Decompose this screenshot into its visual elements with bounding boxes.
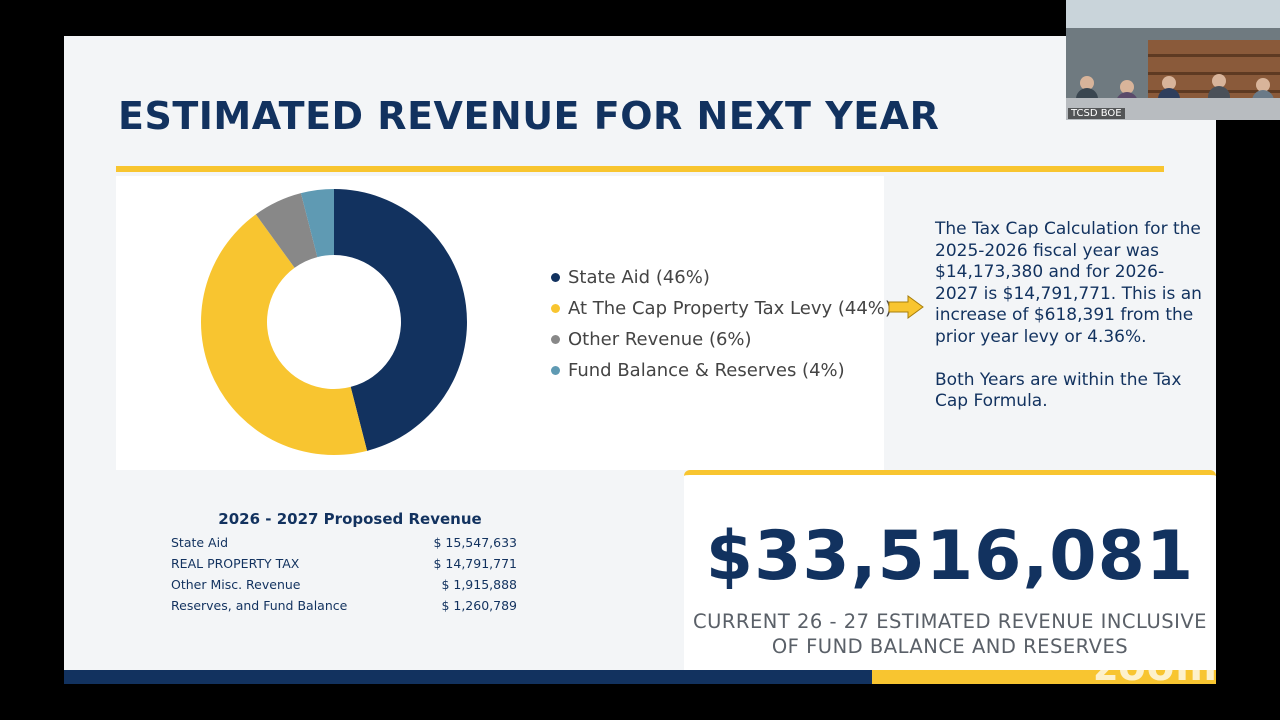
participant-head <box>1256 78 1270 92</box>
legend-item-3: Fund Balance & Reserves (4%) <box>551 355 892 386</box>
row-amount: $ 15,547,633 <box>433 535 518 550</box>
row-amount: $ 1,260,789 <box>441 598 517 613</box>
row-label: Other Misc. Revenue <box>171 577 301 592</box>
caption-line-1: CURRENT 26 - 27 ESTIMATED REVENUE INCLUS… <box>692 610 1208 633</box>
chart-legend: State Aid (46%) At The Cap Property Tax L… <box>551 262 892 386</box>
total-revenue-caption: CURRENT 26 - 27 ESTIMATED REVENUE INCLUS… <box>684 609 1216 659</box>
row-label: State Aid <box>171 535 229 550</box>
revenue-table-title: 2026 - 2027 Proposed Revenue <box>218 510 482 528</box>
tax-cap-paragraph: The Tax Cap Calculation for the 2025-202… <box>935 219 1202 347</box>
total-revenue-card: $33,516,081 CURRENT 26 - 27 ESTIMATED RE… <box>684 470 1216 671</box>
chart-panel: State Aid (46%) At The Cap Property Tax L… <box>116 176 892 470</box>
participant-name-label: TCSD BOE <box>1068 108 1125 119</box>
caption-line-2: OF FUND BALANCE AND RESERVES <box>771 635 1129 658</box>
right-arrow-icon <box>888 295 924 319</box>
title-divider <box>116 166 1164 172</box>
participant-head <box>1162 76 1176 90</box>
total-revenue-amount: $33,516,081 <box>705 517 1195 596</box>
row-amount: $ 14,791,771 <box>433 556 518 571</box>
legend-item-0: State Aid (46%) <box>551 262 892 293</box>
legend-dot-icon <box>551 273 560 282</box>
participant-head <box>1080 76 1094 90</box>
revenue-donut-chart <box>201 189 468 455</box>
legend-dot-icon <box>551 335 560 344</box>
table-row: Reserves, and Fund Balance $ 1,260,789 <box>171 595 517 616</box>
tax-cap-conclusion: Both Years are within the Tax Cap Formul… <box>935 369 1182 412</box>
table-row: State Aid $ 15,547,633 <box>171 532 517 553</box>
participant-head <box>1212 74 1226 88</box>
slide-title: ESTIMATED REVENUE FOR NEXT YEAR <box>118 94 940 138</box>
legend-dot-icon <box>551 304 560 313</box>
donut-slice-1 <box>201 214 368 455</box>
legend-label: At The Cap Property Tax Levy (44%) <box>568 298 892 319</box>
legend-item-1: At The Cap Property Tax Levy (44%) <box>551 293 892 324</box>
presentation-slide: ESTIMATED REVENUE FOR NEXT YEAR State Ai… <box>64 36 1216 684</box>
row-amount: $ 1,915,888 <box>441 577 517 592</box>
proposed-revenue-table: 2026 - 2027 Proposed Revenue State Aid $… <box>171 510 517 616</box>
video-ceiling <box>1066 0 1280 28</box>
legend-label: Other Revenue (6%) <box>568 329 752 350</box>
donut-slice-3 <box>300 189 334 258</box>
footer-bar-navy <box>64 670 872 684</box>
legend-dot-icon <box>551 366 560 375</box>
legend-label: State Aid (46%) <box>568 267 710 288</box>
participant-video-tile[interactable]: TCSD BOE <box>1066 0 1280 120</box>
donut-slice-2 <box>255 193 318 268</box>
table-row: Other Misc. Revenue $ 1,915,888 <box>171 574 517 595</box>
row-label: REAL PROPERTY TAX <box>171 556 300 571</box>
donut-slice-0 <box>334 189 468 451</box>
table-row: REAL PROPERTY TAX $ 14,791,771 <box>171 553 517 574</box>
footer-bar-gold <box>872 670 1216 684</box>
participant-head <box>1120 80 1134 94</box>
tax-cap-note: The Tax Cap Calculation for the 2025-202… <box>935 219 1205 413</box>
row-label: Reserves, and Fund Balance <box>171 598 348 613</box>
legend-label: Fund Balance & Reserves (4%) <box>568 360 845 381</box>
zoom-watermark: zoom <box>1094 644 1216 684</box>
legend-item-2: Other Revenue (6%) <box>551 324 892 355</box>
